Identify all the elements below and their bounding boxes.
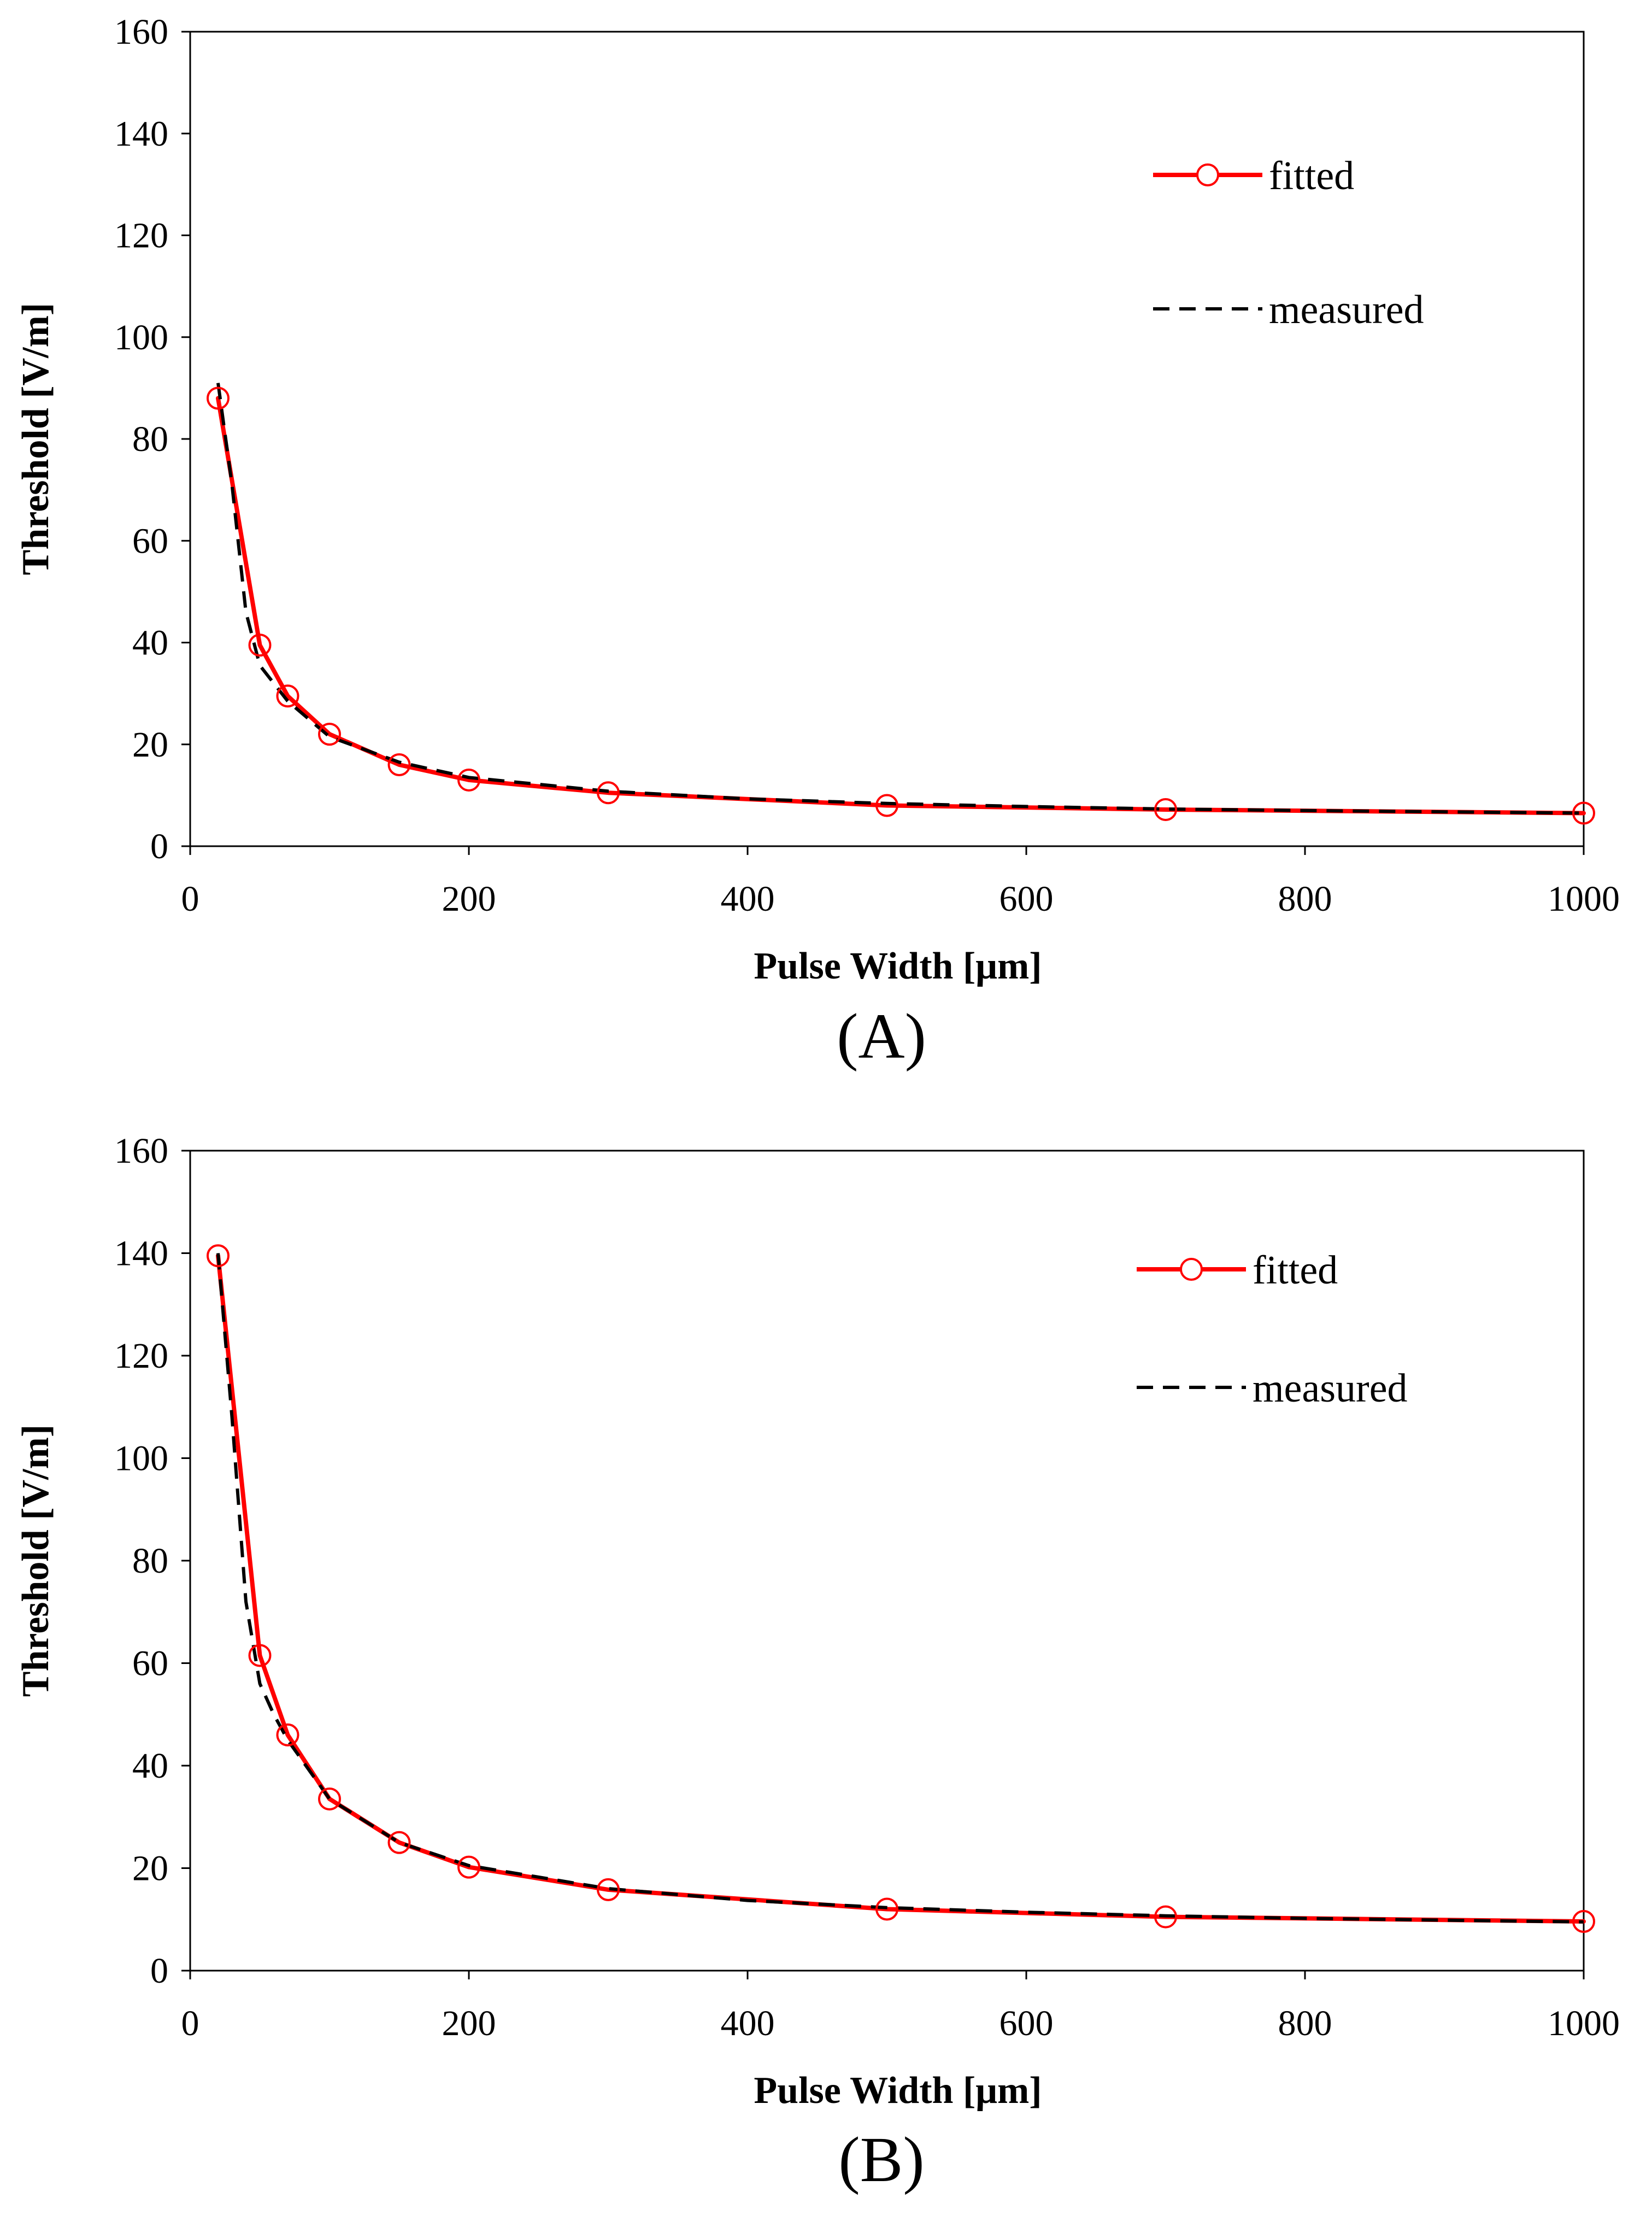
- y-tick-label: 120: [114, 1336, 168, 1376]
- x-tick-label: 200: [442, 2003, 496, 2043]
- y-tick-label: 20: [132, 725, 168, 765]
- data-point-fitted: [248, 1644, 272, 1667]
- legend-label-fitted: fitted: [1253, 1248, 1338, 1293]
- x-tick-label: 400: [721, 879, 775, 919]
- data-point-fitted: [1572, 801, 1595, 825]
- data-point-fitted: [457, 1855, 480, 1879]
- data-point-fitted: [387, 1831, 411, 1854]
- series-line-fitted: [216, 1253, 1586, 1924]
- y-tick-label: 140: [114, 114, 168, 154]
- y-tick-label: 60: [132, 1644, 168, 1684]
- y-tick-label: 100: [114, 1439, 168, 1479]
- data-point-fitted: [276, 1723, 299, 1747]
- data-point-fitted: [276, 684, 299, 708]
- data-point-fitted: [1154, 798, 1177, 821]
- data-point-fitted: [318, 1787, 341, 1810]
- y-tick-label: 140: [114, 1234, 168, 1274]
- legend-marker-fitted: [1196, 163, 1219, 186]
- x-tick-label: 0: [181, 879, 199, 919]
- plot-area-frame: [189, 31, 1585, 847]
- data-point-fitted: [207, 386, 230, 410]
- data-point-fitted: [1154, 1905, 1177, 1929]
- chart-panel-1: 0 20 40 60 80 100 120 140 160 0 200 400 600 800 1000 Pu…: [15, 12, 1620, 1072]
- panel-label: (B): [838, 2124, 924, 2195]
- legend-label-measured: measured: [1253, 1366, 1408, 1411]
- plot-area-frame: [189, 1150, 1585, 1972]
- x-tick-label: 600: [1000, 879, 1054, 919]
- x-tick-label: 400: [721, 2003, 775, 2043]
- y-tick-label: 160: [114, 1131, 168, 1171]
- y-tick-label: 80: [132, 1541, 168, 1581]
- x-tick-label: 800: [1278, 879, 1332, 919]
- legend-label-fitted: fitted: [1269, 154, 1354, 198]
- y-tick-label: 0: [150, 827, 168, 866]
- y-tick-label: 60: [132, 521, 168, 561]
- legend-marker-fitted: [1180, 1258, 1203, 1281]
- x-axis-title: Pulse Width [μm]: [754, 2070, 1042, 2112]
- x-tick-label: 200: [442, 879, 496, 919]
- series-line-measured: [216, 383, 1584, 815]
- data-point-fitted: [248, 634, 272, 657]
- y-tick-label: 80: [132, 419, 168, 459]
- y-axis-title: Threshold [V/m]: [15, 1425, 57, 1697]
- y-tick-label: 160: [114, 12, 168, 52]
- y-tick-label: 100: [114, 318, 168, 358]
- legend: fitted measured: [1153, 154, 1424, 332]
- x-tick-label: 600: [1000, 2003, 1054, 2043]
- series-line-measured: [216, 1253, 1584, 1924]
- legend-label-measured: measured: [1269, 288, 1424, 332]
- data-point-fitted: [207, 1244, 230, 1268]
- x-tick-label: 800: [1278, 2003, 1332, 2043]
- y-tick-label: 20: [132, 1849, 168, 1889]
- data-point-fitted: [318, 723, 341, 746]
- y-tick-label: 40: [132, 623, 168, 663]
- y-tick-label: 120: [114, 216, 168, 256]
- chart-panel-2: 0 20 40 60 80 100 120 140 160 0 200 400 600 800 1000 Pu…: [15, 1131, 1620, 2195]
- x-tick-label: 1000: [1548, 2003, 1620, 2043]
- data-point-fitted: [387, 753, 411, 776]
- data-point-fitted: [597, 1878, 620, 1901]
- series-line-fitted: [216, 396, 1586, 816]
- y-tick-label: 0: [150, 1951, 168, 1991]
- data-point-fitted: [597, 781, 620, 805]
- x-tick-label: 0: [181, 2003, 199, 2043]
- data-point-fitted: [457, 768, 480, 792]
- y-tick-label: 40: [132, 1746, 168, 1786]
- x-tick-label: 1000: [1548, 879, 1620, 919]
- x-axis-title: Pulse Width [μm]: [754, 945, 1042, 987]
- data-point-fitted: [875, 794, 898, 817]
- panel-label: (A): [837, 1000, 926, 1072]
- legend: fitted measured: [1137, 1248, 1408, 1411]
- y-axis-title: Threshold [V/m]: [15, 303, 57, 575]
- data-point-fitted: [1572, 1910, 1595, 1933]
- data-point-fitted: [875, 1897, 898, 1921]
